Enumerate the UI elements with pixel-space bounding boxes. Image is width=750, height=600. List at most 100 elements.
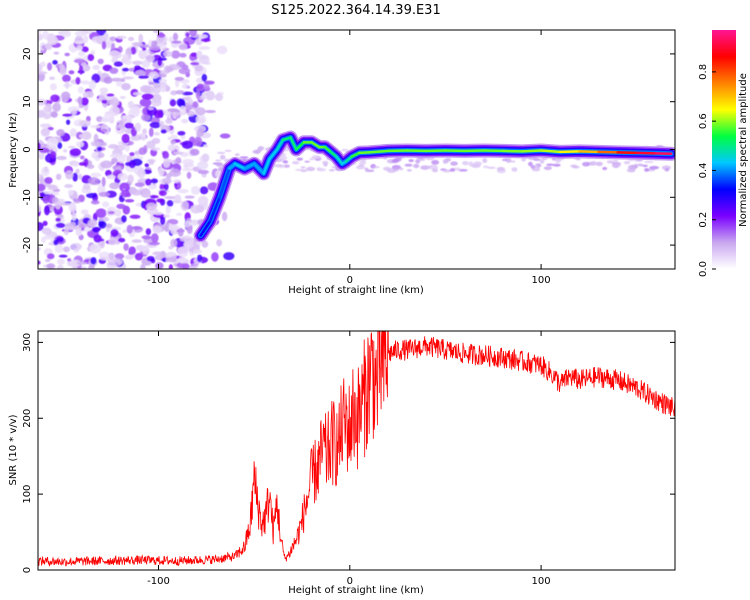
- noise-blob: [296, 157, 303, 161]
- noise-blob: [153, 131, 160, 136]
- snr-panel: -100 0 100 0 100 200 300 Height of straight l…: [8, 330, 676, 596]
- noise-blob: [215, 159, 222, 162]
- noise-blob: [611, 164, 621, 168]
- noise-blob: [141, 193, 152, 198]
- noise-blob: [364, 167, 369, 171]
- noise-blob: [182, 263, 190, 269]
- noise-blob: [75, 227, 83, 237]
- noise-blob: [146, 255, 155, 262]
- noise-blob: [83, 35, 89, 44]
- noise-blob: [142, 47, 147, 51]
- noise-blob: [122, 67, 129, 72]
- noise-blob: [468, 161, 474, 167]
- noise-blob: [121, 133, 130, 144]
- noise-blob: [117, 172, 128, 181]
- noise-blob: [176, 258, 186, 263]
- snr-frame: [37, 330, 676, 571]
- noise-blob: [195, 107, 206, 116]
- noise-blob: [65, 170, 74, 180]
- noise-blob: [138, 75, 150, 79]
- noise-blob: [87, 53, 95, 62]
- noise-blob: [153, 211, 164, 215]
- colorbar-tick-label: 0.2: [698, 212, 709, 228]
- noise-blob: [90, 257, 97, 265]
- noise-blob: [182, 158, 195, 166]
- noise-blob: [139, 98, 152, 107]
- noise-blob: [146, 54, 155, 63]
- noise-blob: [505, 157, 512, 163]
- noise-blob: [90, 124, 101, 129]
- noise-blob: [57, 264, 64, 269]
- ridge-segment: [281, 136, 292, 142]
- noise-blob: [74, 30, 87, 37]
- noise-blob: [46, 253, 55, 260]
- noise-blob: [49, 150, 57, 159]
- noise-blob: [328, 168, 335, 172]
- noise-blob: [165, 118, 173, 125]
- ridge-segment: [275, 138, 285, 151]
- noise-blob: [192, 249, 202, 254]
- ridge-segment: [294, 141, 306, 151]
- noise-blob: [530, 165, 535, 169]
- noise-blob: [282, 160, 289, 164]
- noise-blob: [391, 158, 399, 164]
- noise-blob: [175, 156, 182, 164]
- noise-blob: [77, 96, 83, 105]
- noise-blob: [110, 43, 116, 53]
- colorbar-label: Normalized spectral amplitude: [738, 73, 749, 227]
- noise-blob: [358, 164, 365, 167]
- noise-blob: [189, 221, 199, 227]
- noise-blob: [590, 161, 597, 166]
- noise-blob: [56, 129, 65, 137]
- noise-blob: [61, 30, 72, 38]
- noise-blob: [102, 201, 110, 208]
- noise-blob: [148, 45, 161, 51]
- noise-blob: [204, 109, 216, 114]
- noise-blob: [134, 252, 143, 261]
- noise-blob: [211, 252, 219, 262]
- noise-blob: [171, 40, 182, 44]
- noise-blob: [628, 164, 638, 170]
- noise-blob: [473, 161, 482, 166]
- noise-blob: [201, 153, 210, 163]
- noise-blob: [134, 70, 146, 76]
- noise-blob: [98, 191, 110, 197]
- noise-blob: [486, 166, 496, 169]
- noise-blob: [117, 156, 126, 164]
- noise-blob: [304, 160, 311, 163]
- noise-blob: [572, 165, 580, 169]
- noise-blob: [126, 224, 133, 234]
- noise-blob: [63, 246, 70, 253]
- noise-blob: [127, 174, 134, 184]
- noise-blob: [38, 98, 47, 106]
- noise-blob: [174, 76, 185, 81]
- noise-blob: [47, 35, 58, 46]
- noise-blob: [184, 220, 191, 229]
- noise-blob: [38, 260, 41, 265]
- noise-blob: [75, 168, 80, 174]
- noise-blob: [224, 149, 232, 152]
- noise-blob: [103, 76, 113, 84]
- y-tick-label: 20: [22, 48, 33, 61]
- noise-blob: [47, 126, 54, 131]
- noise-blob: [46, 263, 56, 269]
- y-tick-label: 0: [22, 567, 33, 573]
- noise-blob: [649, 165, 660, 170]
- noise-blob: [322, 160, 329, 165]
- noise-blob: [121, 115, 128, 119]
- noise-blob: [95, 208, 107, 218]
- noise-blob: [664, 168, 670, 172]
- noise-blob: [98, 238, 105, 242]
- noise-blob: [181, 83, 190, 89]
- noise-blob: [364, 169, 375, 173]
- noise-blob: [77, 173, 83, 180]
- snr-y-ticks: 0 100 200 300: [22, 333, 675, 573]
- noise-blob: [197, 161, 209, 170]
- noise-blob: [41, 227, 52, 235]
- noise-blob: [53, 51, 60, 55]
- noise-blob: [49, 83, 57, 91]
- noise-blob: [196, 254, 203, 263]
- noise-blob: [67, 258, 72, 262]
- noise-blob: [300, 169, 308, 172]
- noise-blob: [44, 177, 53, 184]
